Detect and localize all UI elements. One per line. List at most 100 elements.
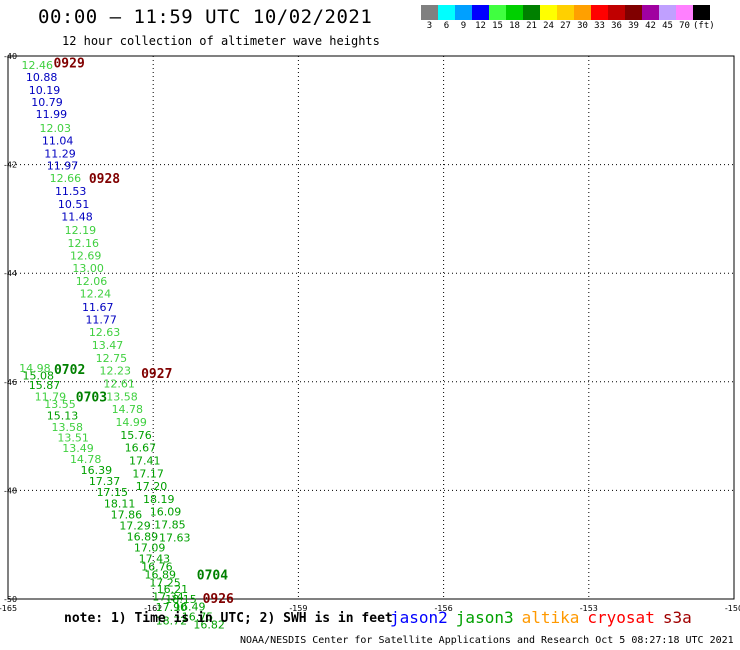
legend-label: 39 [628, 21, 639, 31]
credit-line: NOAA/NESDIS Center for Satellite Applica… [240, 635, 734, 646]
wave-height-label: 16.39 [81, 464, 113, 477]
chart-subtitle: 12 hour collection of altimeter wave hei… [62, 34, 380, 48]
legend-label: 33 [594, 21, 605, 31]
pass-time-label: 0929 [53, 57, 84, 72]
satellite-name: jason2 [390, 608, 448, 627]
wave-height-label: 15.13 [47, 409, 79, 422]
lon-tick-label: -159 [289, 604, 307, 613]
wave-height-label: 17.17 [132, 468, 164, 481]
lat-tick-label: -48 [4, 486, 17, 495]
legend-label: 21 [526, 21, 537, 31]
legend-label: 27 [560, 21, 571, 31]
wave-height-label: 16.49 [174, 601, 206, 614]
pass-time-label: 0926 [203, 592, 234, 607]
pass-time-label: 0704 [197, 569, 228, 584]
legend-label: 3 [426, 21, 433, 31]
wave-height-label: 15.76 [120, 429, 151, 442]
wave-height-label: 18.72 [156, 615, 188, 628]
wave-height-label: 13.49 [62, 442, 94, 455]
wave-height-label: 16.75 [182, 610, 214, 623]
pass-time-label: 0927 [141, 367, 172, 382]
legend-swatch [438, 5, 455, 20]
legend-swatch [523, 5, 540, 20]
wave-height-label: 18.11 [104, 497, 136, 510]
chart-title: 00:00 – 11:59 UTC 10/02/2021 [38, 6, 373, 28]
wave-height-label: 16.82 [193, 619, 225, 632]
pass-time-label: 0928 [89, 172, 120, 187]
color-legend: 3 6 9 12 15 18 21 24 27 30 33 36 39 42 45 70 (ft) [421, 5, 715, 31]
wave-height-label: 17.37 [89, 475, 121, 488]
legend-label: 6 [443, 21, 450, 31]
lat-tick-label: -42 [4, 161, 17, 170]
wave-height-label: 13.58 [52, 421, 83, 434]
lon-tick-label: -162 [144, 604, 162, 613]
legend-swatch [625, 5, 642, 20]
legend-swatch [591, 5, 608, 20]
wave-height-label: 11.97 [47, 160, 79, 173]
lon-tick-label: -165 [0, 604, 17, 613]
legend-label: 42 [645, 21, 656, 31]
wave-height-label: 12.06 [76, 275, 108, 288]
wave-height-label: 13.58 [106, 390, 138, 403]
map-frame [7, 55, 735, 600]
legend-swatch [642, 5, 659, 20]
wave-height-label: 16.67 [125, 442, 157, 455]
wave-height-label: 17.20 [136, 480, 168, 493]
wave-height-label: 17.34 [152, 590, 184, 603]
wave-height-label: 12.19 [65, 224, 97, 237]
wave-height-label: 13.55 [44, 398, 76, 411]
wave-height-label: 12.23 [99, 364, 131, 377]
lon-tick-label: -150 [725, 604, 740, 613]
wave-height-label: 12.63 [89, 326, 121, 339]
wave-height-label: 17.85 [154, 519, 186, 532]
legend-label: 45 [662, 21, 673, 31]
wave-height-label: 17.63 [159, 532, 191, 545]
legend-swatch [557, 5, 574, 20]
legend-label: 24 [543, 21, 554, 31]
wave-height-label: 18.15 [165, 593, 197, 606]
wave-height-readings: 12.4610.8810.1910.7911.9912.0311.0411.29… [19, 59, 225, 631]
wave-height-label: 11.48 [61, 211, 93, 224]
wave-height-label: 17.43 [139, 552, 171, 565]
wave-height-label: 17.86 [111, 508, 143, 521]
wave-height-label: 10.79 [31, 96, 63, 109]
legend-swatch-row [421, 5, 710, 20]
legend-label: 18 [509, 21, 520, 31]
wave-height-label: 13.00 [72, 262, 104, 275]
legend-swatch [506, 5, 523, 20]
wave-height-label: 17.25 [149, 577, 181, 590]
legend-label: 30 [577, 21, 588, 31]
wave-height-label: 12.24 [80, 287, 112, 300]
satellite-name: s3a [662, 608, 692, 627]
wave-height-label: 10.88 [26, 71, 58, 84]
legend-swatch [472, 5, 489, 20]
wave-height-label: 16.89 [144, 569, 176, 582]
wave-height-label: 11.29 [44, 148, 76, 161]
wave-height-label: 15.87 [29, 379, 61, 392]
wave-height-label: 17.09 [134, 541, 166, 554]
wave-height-label: 16.76 [141, 560, 173, 573]
lat-tick-label: -50 [4, 595, 17, 604]
wave-height-label: 11.99 [36, 108, 67, 121]
wave-height-label: 11.53 [55, 185, 87, 198]
wave-height-label: 11.04 [42, 135, 74, 148]
legend-swatch [574, 5, 591, 20]
lon-tick-label: -156 [435, 604, 453, 613]
wave-height-label: 10.19 [29, 84, 61, 97]
legend-label: 15 [492, 21, 503, 31]
satellite-name: cryosat [587, 608, 655, 627]
grid-lines [7, 55, 735, 600]
legend-swatch [676, 5, 693, 20]
wave-height-label: 16.09 [150, 506, 182, 519]
wave-height-label: 16.21 [157, 583, 189, 596]
wave-height-label: 13.47 [92, 339, 124, 352]
wave-height-label: 12.66 [50, 172, 82, 185]
wave-height-label: 11.67 [82, 301, 114, 314]
legend-label: (ft) [693, 21, 715, 31]
wave-height-label: 12.03 [39, 122, 71, 135]
wave-height-label: 14.99 [115, 416, 147, 429]
wave-height-label: 12.46 [22, 59, 54, 72]
legend-swatch [659, 5, 676, 20]
wave-height-label: 11.77 [85, 313, 117, 326]
